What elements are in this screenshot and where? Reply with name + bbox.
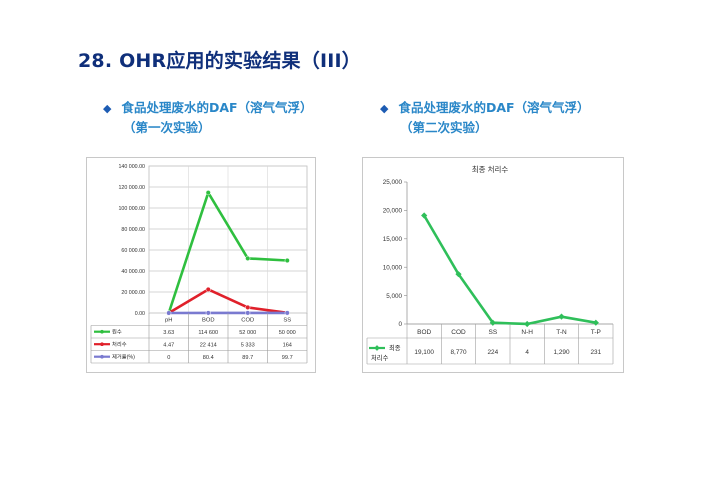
data-point: [245, 304, 251, 310]
table-value: 4.47: [163, 343, 174, 349]
y-tick-label: 10,000: [383, 264, 403, 271]
y-tick-label: 25,000: [383, 179, 403, 186]
right-bullet-line2: （第二次实验）: [400, 120, 488, 135]
data-point: [245, 310, 251, 316]
x-tick-label: N-H: [521, 329, 533, 336]
x-tick-label: T-N: [556, 329, 567, 336]
y-tick-label: 5,000: [386, 293, 402, 300]
table-value: 89.7: [242, 355, 253, 361]
y-tick-label: 120 000.00: [118, 185, 145, 191]
series-line-2: [168, 288, 288, 315]
left-bullet-line1: 食品处理废水的DAF（溶气气浮）: [121, 100, 313, 115]
line-chart-first-experiment: 0.00 20 000.00 40 000.00 60 000.00 80 000.00…: [90, 164, 308, 364]
left-bullet: ◆ 食品处理废水的DAF（溶气气浮） （第一次实验）: [103, 98, 313, 137]
right-bullet: ◆ 食品处理废水的DAF（溶气气浮） （第二次实验）: [380, 98, 590, 137]
legend-label: 최종: [389, 343, 401, 352]
table-value: 80.4: [203, 355, 214, 361]
legend-label: 제거율(%): [112, 353, 135, 361]
table-value: 164: [283, 343, 292, 349]
x-tick-label: COD: [451, 329, 466, 336]
table-value: 99.7: [282, 355, 293, 361]
data-point: [205, 190, 211, 196]
y-tick-label: 40 000.00: [121, 269, 145, 275]
x-tick-label: SS: [488, 329, 497, 336]
legend-label: 처리수: [112, 340, 127, 348]
x-tick-label: T-P: [591, 329, 601, 336]
table-value: 5 333: [241, 343, 255, 349]
right-bullet-line1: 食品处理废水的DAF（溶气气浮）: [398, 100, 590, 115]
data-point: [455, 271, 462, 278]
table-value: 3.63: [163, 330, 174, 336]
y-tick-label: 140 000.00: [118, 164, 145, 170]
series-line-1: [167, 191, 288, 314]
data-point: [166, 310, 172, 316]
table-value: 114 600: [198, 330, 218, 336]
y-tick-label: 20,000: [383, 208, 403, 215]
legend-marker: [100, 354, 104, 359]
data-point: [558, 313, 565, 320]
legend-label: 원수: [112, 328, 122, 336]
table-value: 4: [525, 349, 529, 356]
data-point: [284, 257, 290, 264]
y-tick-label: 20 000.00: [121, 290, 145, 296]
x-tick-label: BOD: [202, 318, 215, 324]
y-tick-label: 15,000: [383, 236, 403, 243]
y-tick-label: 60 000.00: [121, 248, 145, 254]
table-value: 19,100: [414, 349, 434, 356]
table-value: 52 000: [239, 330, 256, 336]
series-line: [423, 214, 597, 326]
legend-marker: [100, 342, 104, 346]
data-point: [205, 286, 211, 293]
data-point: [524, 320, 531, 328]
left-bullet-line2: （第一次实验）: [123, 120, 211, 135]
legend-marker: [374, 345, 380, 351]
legend-label: 처리수: [371, 353, 389, 362]
y-tick-label: 0.00: [135, 311, 145, 317]
table-value: 8,770: [451, 349, 467, 356]
x-tick-label: COD: [241, 318, 254, 324]
x-tick-label: pH: [165, 318, 172, 324]
line-chart-second-experiment: 최종 처리수 0 5,000 10,000 15,000 20,000 25,000 BOD C…: [366, 164, 614, 365]
table-value: 1,290: [554, 349, 570, 356]
data-point: [284, 310, 290, 316]
chart-panel-right: 최종 처리수 0 5,000 10,000 15,000 20,000 25,000 BOD C…: [362, 157, 624, 373]
data-point: [205, 310, 211, 316]
y-tick-label: 0: [398, 321, 402, 328]
legend-marker: [100, 329, 104, 334]
x-tick-label: BOD: [417, 329, 431, 336]
chart-title: 최종 처리수: [472, 164, 509, 174]
table-value: 231: [590, 349, 601, 356]
diamond-icon: ◆: [380, 102, 389, 115]
table-value: 224: [487, 349, 498, 356]
table-value: 50 000: [279, 330, 296, 336]
page-title: 28. OHR应用的实验结果（III）: [78, 50, 361, 72]
y-tick-label: 80 000.00: [121, 227, 145, 233]
table-value: 0: [167, 355, 170, 361]
y-tick-label: 100 000.00: [118, 206, 145, 212]
table-value: 22 414: [200, 343, 217, 349]
data-point: [592, 319, 599, 326]
data-point: [245, 255, 251, 261]
x-tick-label: SS: [283, 318, 291, 324]
chart-panel-left: 0.00 20 000.00 40 000.00 60 000.00 80 000.00…: [86, 157, 316, 373]
diamond-icon: ◆: [103, 102, 112, 115]
